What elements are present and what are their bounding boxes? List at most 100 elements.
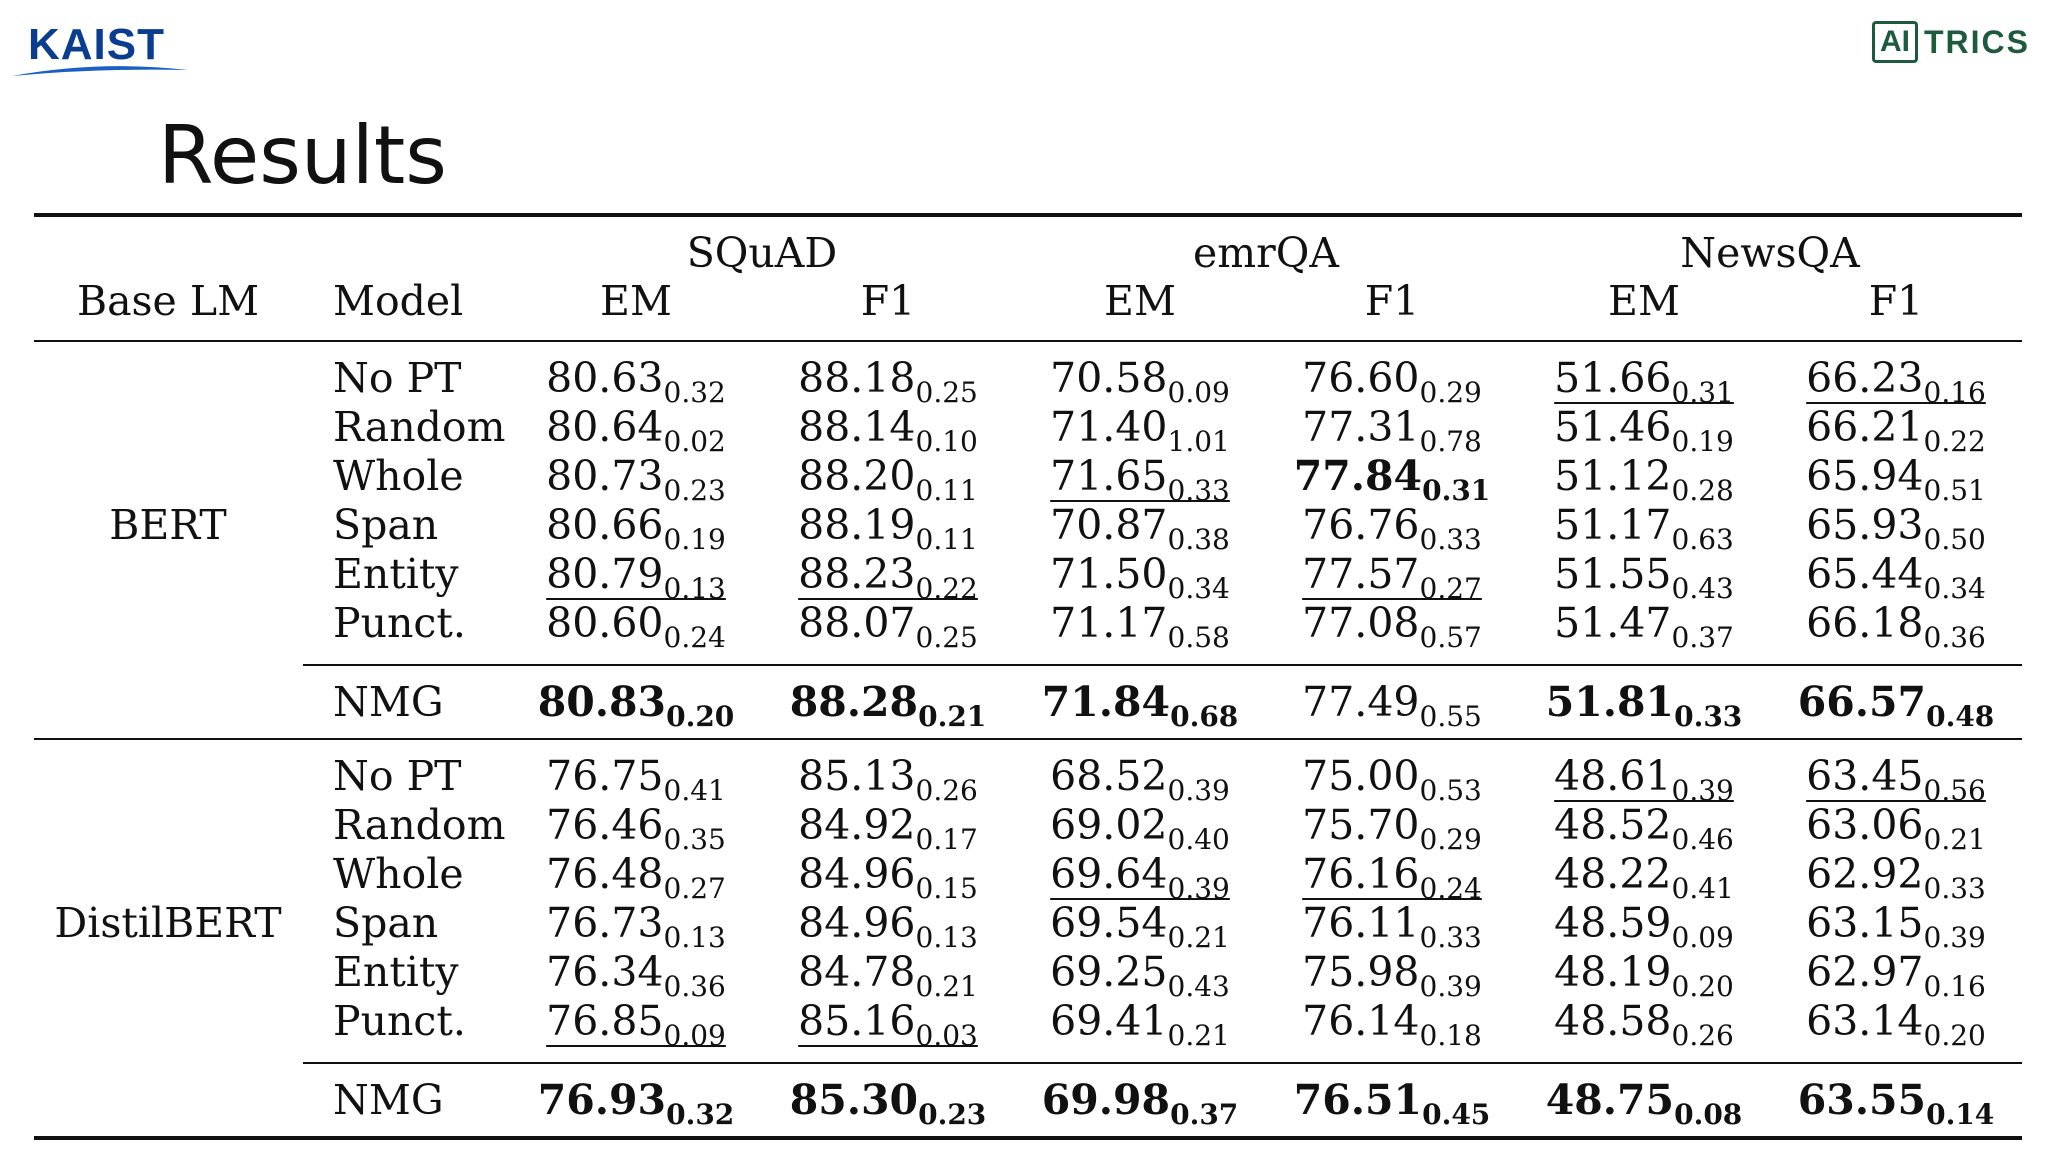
- table-cell: 66.180.36: [1806, 598, 1986, 652]
- table-cell: 77.080.57: [1302, 598, 1482, 652]
- cell-mean: 51.66: [1554, 354, 1672, 402]
- cell-mean: 51.81: [1545, 678, 1675, 726]
- cell-std: 0.21: [915, 970, 978, 1003]
- cell-mean: 80.66: [546, 501, 664, 549]
- cell-value: 75.980.39: [1302, 948, 1482, 1001]
- table-cell: 76.930.32: [538, 1075, 735, 1129]
- cell-mean: 65.93: [1806, 501, 1924, 549]
- cell-mean: 66.21: [1806, 403, 1924, 451]
- cell-value: 66.210.22: [1806, 403, 1986, 456]
- table-cell: 63.550.14: [1798, 1075, 1995, 1129]
- table-cell: 70.580.09: [1050, 353, 1230, 407]
- cell-std: 0.68: [1170, 700, 1239, 733]
- cell-std: 0.33: [1923, 872, 1986, 905]
- table-cell: 51.120.28: [1554, 451, 1734, 505]
- cell-value: 70.580.09: [1050, 354, 1230, 407]
- cell-std: 0.38: [1167, 523, 1230, 556]
- cell-value: 69.980.37: [1042, 1076, 1239, 1129]
- table-cell: 80.830.20: [538, 677, 735, 731]
- cell-mean: 63.06: [1806, 801, 1924, 849]
- cell-value: 71.401.01: [1050, 403, 1230, 456]
- cell-value: 48.580.26: [1554, 997, 1734, 1050]
- model-label: Punct.: [333, 997, 466, 1045]
- table-cell: 76.730.13: [546, 898, 726, 952]
- cell-value: 77.310.78: [1302, 403, 1482, 456]
- base-lm-label: DistilBERT: [54, 899, 282, 947]
- table-cell: 88.190.11: [798, 500, 978, 554]
- base-lm-header: Base LM: [76, 277, 260, 325]
- table-cell: 71.840.68: [1042, 677, 1239, 731]
- cell-mean: 85.30: [789, 1076, 919, 1124]
- cell-mean: 71.65: [1050, 452, 1168, 500]
- model-label: No PT: [333, 354, 462, 402]
- cell-mean: 63.45: [1806, 752, 1924, 800]
- table-cell: 77.570.27: [1302, 549, 1482, 603]
- cell-value: 48.750.08: [1546, 1076, 1743, 1129]
- cell-std: 0.34: [1923, 572, 1986, 605]
- table-cell: 88.230.22: [798, 549, 978, 603]
- table-cell: 84.920.17: [798, 800, 978, 854]
- cell-mean: 76.46: [546, 801, 664, 849]
- cell-std: 0.10: [915, 425, 978, 458]
- cell-value: 76.460.35: [546, 801, 726, 854]
- cell-value: 48.590.09: [1554, 899, 1734, 952]
- cell-std: 0.17: [915, 823, 978, 856]
- cell-value: 63.060.21: [1806, 801, 1986, 854]
- cell-std: 0.51: [1923, 474, 1986, 507]
- cell-value: 84.920.17: [798, 801, 978, 854]
- table-cell: 65.440.34: [1806, 549, 1986, 603]
- cell-std: 0.39: [1167, 774, 1230, 807]
- table-cell: 76.750.41: [546, 751, 726, 805]
- cell-mean: 76.14: [1302, 997, 1420, 1045]
- table-cell: 51.810.33: [1545, 677, 1743, 731]
- model-label: Random: [333, 403, 506, 451]
- cell-std: 0.08: [1674, 1098, 1743, 1131]
- table-cell: 48.580.26: [1554, 996, 1734, 1050]
- cell-std: 0.23: [663, 474, 726, 507]
- table-cell: 48.750.08: [1546, 1075, 1743, 1129]
- cell-std: 0.32: [663, 376, 726, 409]
- table-cell: 66.210.22: [1806, 402, 1986, 456]
- table-cell: 75.980.39: [1302, 947, 1482, 1001]
- cell-mean: 66.18: [1806, 599, 1924, 647]
- cell-mean: 75.98: [1302, 948, 1420, 996]
- cell-mean: 76.48: [546, 850, 664, 898]
- cell-mean: 84.92: [798, 801, 916, 849]
- aitrics-logo-text: TRICS: [1924, 23, 2030, 60]
- cell-value: 76.160.24: [1302, 850, 1482, 903]
- model-label-nmg: NMG: [333, 1076, 444, 1124]
- cell-value: 48.520.46: [1554, 801, 1734, 854]
- aitrics-logo-box: AI: [1872, 21, 1918, 63]
- cell-value: 66.180.36: [1806, 599, 1986, 652]
- table-cell: 62.920.33: [1806, 849, 1986, 903]
- cell-std: 0.19: [1671, 425, 1734, 458]
- cell-mean: 76.16: [1302, 850, 1420, 898]
- cell-value: 51.460.19: [1554, 403, 1734, 456]
- cell-mean: 76.34: [546, 948, 664, 996]
- cell-std: 0.11: [915, 523, 978, 556]
- cell-std: 0.56: [1923, 774, 1986, 807]
- cell-std: 0.36: [1923, 621, 1986, 654]
- table-cell: 71.170.58: [1050, 598, 1230, 652]
- table-cell: 69.410.21: [1050, 996, 1230, 1050]
- cell-value: 84.960.15: [798, 850, 978, 903]
- cell-std: 0.02: [663, 425, 726, 458]
- model-label: Punct.: [333, 599, 466, 647]
- cell-mean: 63.14: [1806, 997, 1924, 1045]
- cell-mean: 71.40: [1050, 403, 1168, 451]
- cell-mean: 69.25: [1050, 948, 1168, 996]
- cell-mean: 75.70: [1302, 801, 1420, 849]
- table-cell: 71.650.33: [1050, 451, 1230, 505]
- cell-std: 0.35: [663, 823, 726, 856]
- cell-std: 0.58: [1167, 621, 1230, 654]
- table-cell: 48.190.20: [1554, 947, 1734, 1001]
- cell-std: 0.37: [1671, 621, 1734, 654]
- cell-value: 63.450.56: [1806, 752, 1986, 805]
- cell-value: 51.550.43: [1554, 550, 1734, 603]
- cell-value: 77.840.31: [1294, 452, 1491, 505]
- cell-mean: 65.94: [1806, 452, 1924, 500]
- cell-std: 0.32: [666, 1098, 735, 1131]
- cell-value: 69.540.21: [1050, 899, 1230, 952]
- cell-value: 62.970.16: [1806, 948, 1986, 1001]
- cell-std: 0.16: [1923, 376, 1986, 409]
